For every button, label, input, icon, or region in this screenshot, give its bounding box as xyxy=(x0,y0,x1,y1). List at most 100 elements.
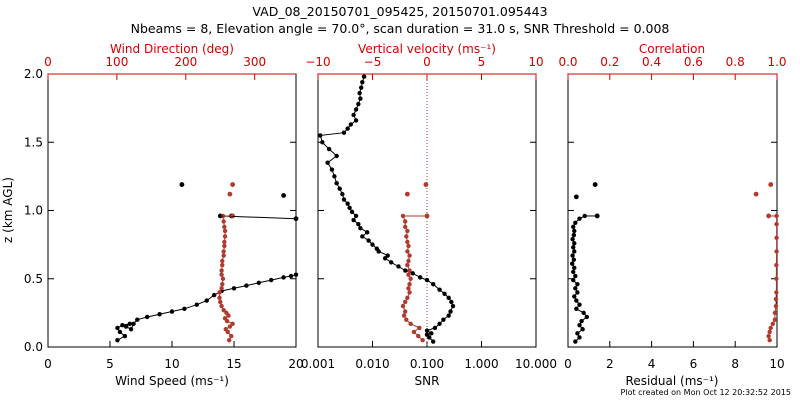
panel-snr-snr-point xyxy=(370,242,375,247)
panel-snr-vertical-velocity-point xyxy=(405,228,410,234)
panel-snr-xtick-top-label: −5 xyxy=(364,55,382,69)
panel-snr-snr-point xyxy=(345,201,350,206)
panel-snr-vertical-velocity-point xyxy=(407,290,412,295)
panel-wind-wind-speed-outlier xyxy=(179,182,185,187)
panel-wind-wind-direction-point xyxy=(222,234,228,239)
panel-wind-xtick-bottom-label: 5 xyxy=(106,357,114,371)
panel-snr-snr-point xyxy=(448,309,453,314)
panel-snr-snr-point xyxy=(442,291,447,296)
panel-snr-top-label: Vertical velocity (ms⁻¹) xyxy=(358,42,496,56)
panel-residual-bottom-label: Residual (ms⁻¹) xyxy=(626,374,719,388)
panel-wind-xtick-bottom-label: 20 xyxy=(288,357,303,371)
panel-wind: 0.00.51.01.52.00 5 10 15 200 100 200 300 Wind S… xyxy=(1,42,304,388)
panel-snr-vertical-velocity-point xyxy=(405,295,410,301)
panel-snr-snr-point xyxy=(326,146,332,152)
panel-snr-snr-point xyxy=(353,213,359,219)
panel-snr-vertical-velocity-point xyxy=(405,262,410,268)
panel-residual-residual-point xyxy=(571,232,577,238)
panel-snr-snr-point xyxy=(360,234,365,239)
panel-snr-snr-point xyxy=(347,205,352,210)
panel-snr-vertical-velocity-point xyxy=(408,321,413,326)
panel-wind-wind-speed-outlier xyxy=(281,193,286,198)
panel-wind-wind-direction-point xyxy=(227,324,233,329)
panel-wind-wind-speed-point xyxy=(244,283,249,288)
panel-wind-wind-speed-point xyxy=(117,329,123,335)
panel-snr-snr-point xyxy=(341,130,347,135)
panel-residual-correlation-point xyxy=(774,290,779,295)
panel-residual-correlation-point xyxy=(774,221,779,227)
panel-wind-wind-direction-point xyxy=(221,307,226,313)
panel-snr-snr-point xyxy=(388,260,394,265)
panel-residual-residual-point xyxy=(577,335,582,340)
panel-snr-snr-point xyxy=(356,221,361,227)
panel-residual-xtick-top-label: 0.8 xyxy=(726,55,745,69)
panel-wind-wind-direction-point xyxy=(217,290,222,295)
panel-wind-wind-direction-point xyxy=(217,295,222,301)
panel-residual-correlation-point xyxy=(772,317,778,322)
panel-snr-snr-point xyxy=(349,209,355,215)
panel-residual-xtick-top-label: 0.6 xyxy=(684,55,703,69)
panel-snr-snr-point xyxy=(365,230,370,235)
panel-snr-xtick-bottom-label: 10.000 xyxy=(515,357,557,371)
panel-snr-snr-point xyxy=(432,325,438,331)
panel-wind-wind-direction-point xyxy=(219,303,224,309)
panel-snr-vertical-velocity-point xyxy=(417,325,422,331)
panel-residual-correlation-outlier xyxy=(768,182,774,187)
panel-snr-snr-point xyxy=(437,287,442,292)
panel-wind-wind-direction-point xyxy=(221,249,226,254)
panel-residual-xtick-bottom-label: 8 xyxy=(731,357,739,371)
panel-residual-correlation-point xyxy=(770,321,776,326)
panel-wind-wind-direction-point xyxy=(220,262,225,268)
panel-residual-correlation-point xyxy=(774,262,779,268)
panel-residual-residual-point xyxy=(571,269,576,275)
panel-snr-snr-point xyxy=(351,112,356,118)
panel-snr-xtick-top-label: −10 xyxy=(305,55,330,69)
panel-snr-bottom-label: SNR xyxy=(415,374,440,388)
panel-snr-snr-point xyxy=(424,332,430,337)
panel-wind-xtick-top-label: 0 xyxy=(44,55,52,69)
panel-residual-xtick-top-label: 1.0 xyxy=(767,55,786,69)
panel-wind-wind-speed-point xyxy=(288,273,294,279)
panel-wind-xtick-bottom-label: 15 xyxy=(226,357,241,371)
panel-snr-snr-point xyxy=(424,277,430,283)
panel-residual-correlation-outlier xyxy=(753,191,759,197)
panel-snr-xtick-top-label: 5 xyxy=(478,55,486,69)
panel-snr-snr-point xyxy=(424,328,430,333)
panel-residual-correlation-point xyxy=(766,333,771,339)
panel-wind-wind-direction-point xyxy=(220,258,225,264)
panel-wind-wind-direction-point xyxy=(230,321,235,326)
panel-wind-wind-speed-point xyxy=(211,292,217,298)
panel-snr-snr-point xyxy=(353,107,359,112)
panel-snr-snr-point xyxy=(353,118,359,123)
panel-wind-xtick-top-label: 100 xyxy=(105,55,128,69)
panel-residual-xtick-top-label: 0.4 xyxy=(642,55,661,69)
panel-residual-residual-point xyxy=(580,327,585,332)
panel-snr-vertical-velocity-point xyxy=(404,317,409,322)
panel-wind-wind-direction-point xyxy=(222,224,227,230)
panel-snr-snr-point xyxy=(351,217,356,223)
panel-wind-wind-direction-point xyxy=(224,310,229,316)
panel-residual-residual-point xyxy=(574,298,579,303)
panel-wind-wind-direction-point xyxy=(221,253,226,258)
panel-residual-xtick-bottom-label: 2 xyxy=(606,357,614,371)
panel-residual-residual-point xyxy=(572,249,577,254)
panel-wind-bottom-label: Wind Speed (ms⁻¹) xyxy=(115,374,229,388)
panel-residual: 0 2 4 6 8 10 0.0 0.2 0.4 0.6 0.8 1.0 Residual (ms⁻¹… xyxy=(558,42,786,388)
panel-wind-wind-direction-point xyxy=(219,272,224,277)
panel-snr-snr-point xyxy=(431,339,436,344)
panel-residual-residual-point xyxy=(571,277,576,283)
panel-wind-ytick-label: 0.0 xyxy=(24,340,43,354)
panel-snr-snr-point xyxy=(320,140,325,145)
panel-snr-vertical-velocity-point xyxy=(401,313,407,318)
panel-wind-wind-speed-point xyxy=(182,306,187,311)
panel-wind-wind-direction-point xyxy=(222,243,227,249)
panel-wind-wind-direction-point xyxy=(223,327,228,332)
panel-residual-frame xyxy=(567,73,778,348)
panel-wind-wind-speed-point xyxy=(123,324,129,329)
panel-snr-vertical-velocity-point xyxy=(407,253,412,258)
panel-snr-vertical-velocity-point xyxy=(407,282,412,287)
panel-wind-wind-speed-line xyxy=(116,274,297,341)
panel-residual-residual-point xyxy=(571,224,576,230)
panel-wind-ytick-label: 2.0 xyxy=(24,67,43,81)
